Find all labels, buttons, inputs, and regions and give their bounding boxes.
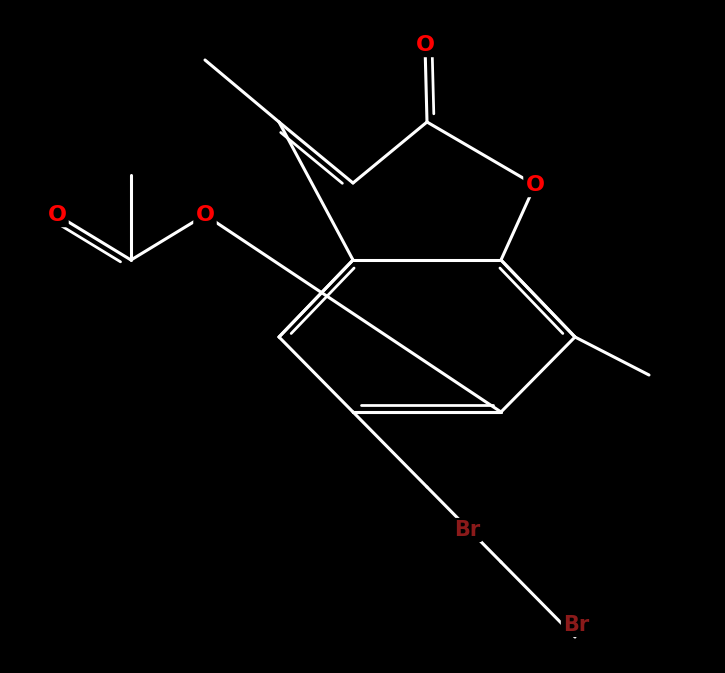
- Text: O: O: [196, 205, 215, 225]
- Text: O: O: [415, 35, 434, 55]
- Text: Br: Br: [563, 615, 589, 635]
- Text: Br: Br: [454, 520, 480, 540]
- Text: O: O: [526, 175, 544, 195]
- Text: O: O: [48, 205, 67, 225]
